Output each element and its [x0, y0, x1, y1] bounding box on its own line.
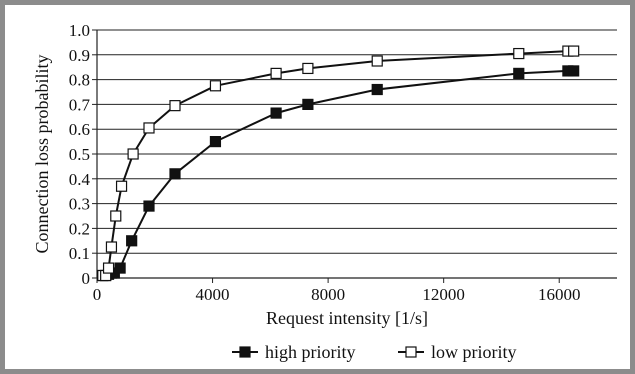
x-tick-label: 12000: [422, 285, 465, 304]
series-layer: [97, 45, 580, 282]
y-tick-label: 0.4: [69, 170, 91, 189]
y-tick-label: 1.0: [69, 21, 90, 40]
data-point-0-6: [126, 235, 138, 247]
x-tick-labels: 0 4000 8000 12000 16000: [93, 278, 581, 304]
y-tick-label: 0.3: [69, 195, 90, 214]
legend: high priority low priority: [232, 342, 517, 362]
x-tick-label: 4000: [196, 285, 230, 304]
y-tick-label: 0.1: [69, 244, 90, 263]
data-point-1-7: [143, 122, 155, 134]
data-point-1-5: [115, 180, 128, 192]
y-tick-label: 0: [82, 269, 91, 288]
data-point-0-9: [209, 136, 222, 148]
x-tick-label: 8000: [311, 285, 345, 304]
data-point-1-11: [302, 62, 314, 75]
data-point-1-4: [110, 210, 122, 222]
legend-marker-0: [239, 346, 251, 358]
x-axis-label: Request intensity [1/s]: [266, 308, 428, 328]
series-line-1: [102, 50, 574, 277]
data-point-0-13: [513, 67, 525, 80]
data-point-0-5: [114, 262, 126, 274]
data-point-1-3: [105, 241, 118, 253]
data-point-1-6: [127, 148, 139, 160]
data-point-1-2: [102, 262, 115, 274]
legend-label-0: high priority: [265, 342, 356, 362]
data-point-1-9: [209, 80, 222, 92]
data-point-0-11: [302, 98, 314, 111]
y-tick-label: 0.7: [69, 95, 91, 114]
y-tick-label: 0.6: [69, 120, 90, 139]
x-tick-label: 0: [93, 285, 102, 304]
data-point-1-12: [371, 55, 383, 67]
y-tick-label: 0.2: [69, 219, 90, 238]
data-point-0-12: [371, 83, 383, 96]
data-point-1-13: [513, 47, 525, 60]
y-tick-label: 0.8: [69, 71, 90, 90]
data-point-1-8: [169, 100, 181, 112]
data-point-1-10: [270, 67, 282, 80]
data-point-1-15: [568, 45, 580, 57]
legend-marker-1: [405, 346, 417, 358]
data-point-0-15: [568, 65, 580, 77]
y-axis-label: Connection loss probability: [32, 55, 52, 254]
legend-label-1: low priority: [431, 342, 517, 362]
x-tick-label: 16000: [538, 285, 581, 304]
gridlines: [97, 29, 617, 254]
y-tick-label: 0.9: [69, 46, 90, 65]
data-point-0-7: [143, 200, 155, 212]
data-point-0-8: [169, 168, 181, 180]
data-point-0-10: [270, 107, 282, 119]
y-tick-labels: 0 0.1 0.2 0.3 0.4 0.5 0.6 0.7 0.8 0.9 1.0: [69, 21, 97, 288]
y-tick-label: 0.5: [69, 145, 90, 164]
